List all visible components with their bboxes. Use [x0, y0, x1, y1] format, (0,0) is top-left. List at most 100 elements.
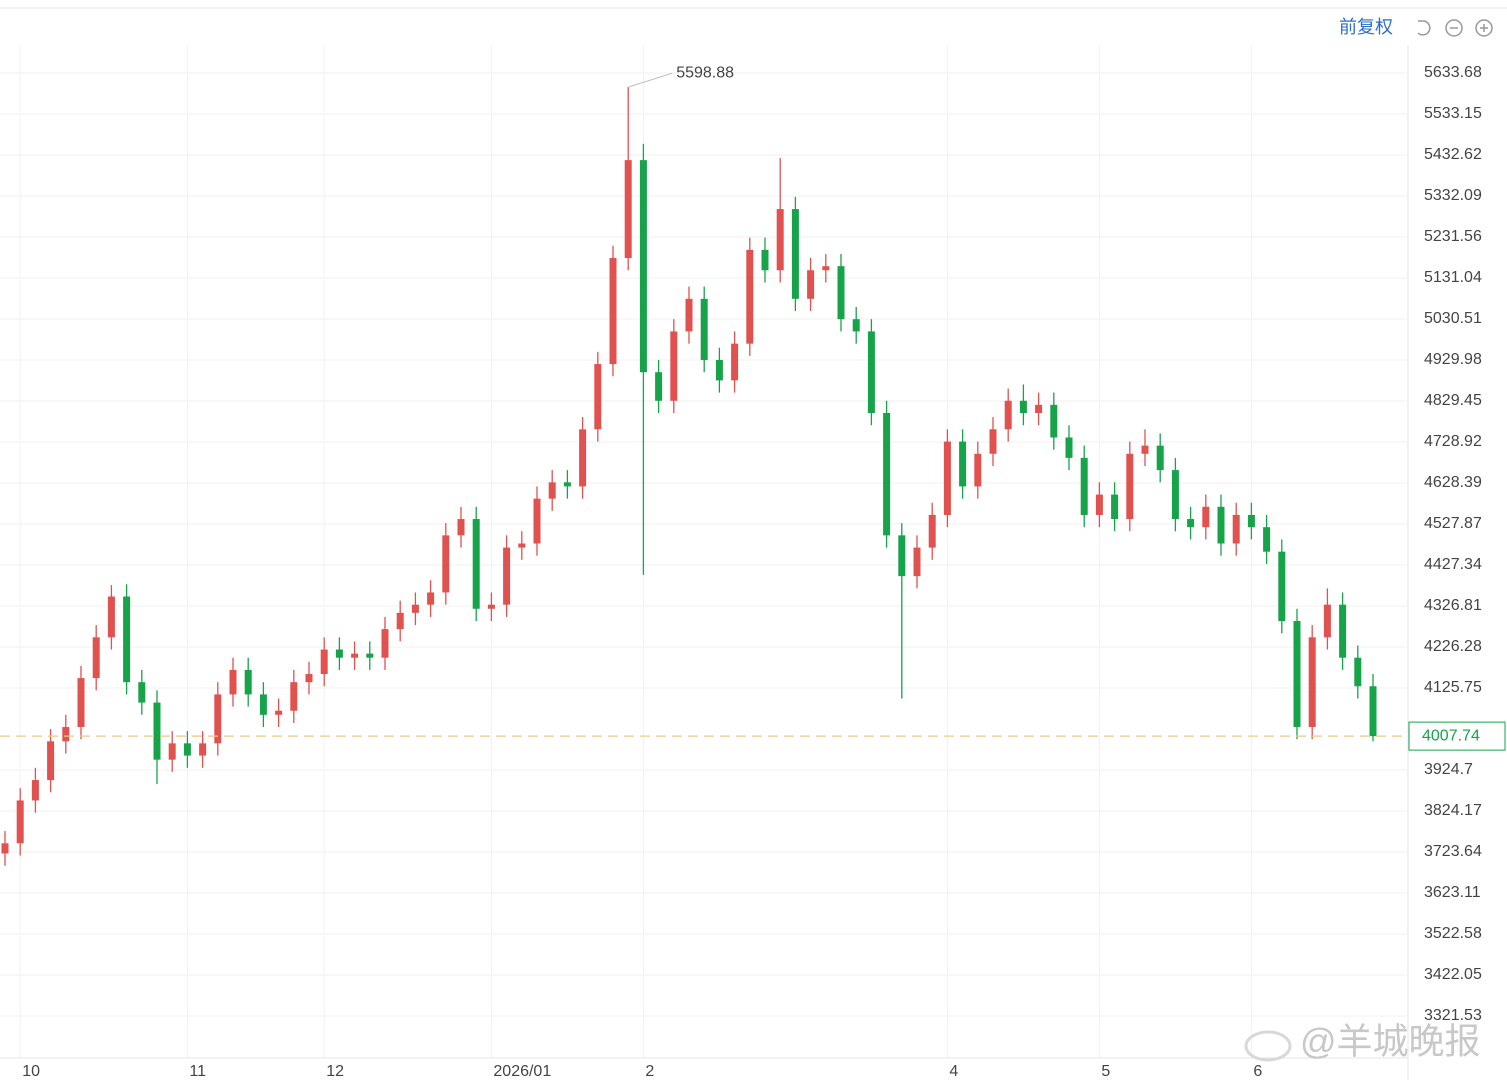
y-tick-label: 4829.45: [1424, 392, 1482, 409]
y-tick-label: 4929.98: [1424, 351, 1482, 368]
y-tick-label: 5231.56: [1424, 228, 1482, 245]
x-tick-label: 2026/01: [493, 1063, 551, 1080]
candle-body: [16, 800, 24, 844]
candle-body: [1141, 445, 1149, 454]
candle-body: [1247, 514, 1255, 528]
y-tick-label: 3924.7: [1424, 761, 1473, 778]
candle-body: [700, 298, 708, 360]
y-tick-label: 5533.15: [1424, 105, 1482, 122]
candle-body: [1050, 404, 1058, 438]
candle-body: [411, 604, 419, 613]
candle-body: [685, 298, 693, 332]
candle-body: [123, 596, 131, 683]
candle-body: [776, 209, 784, 271]
candle-body: [351, 653, 359, 658]
labels: 5633.68 5533.15 5432.62 5332.09 5231.56 5131.…: [0, 64, 1506, 1080]
y-tick-label: 3522.58: [1424, 925, 1482, 942]
grid: [0, 45, 1408, 1058]
candle-body: [1293, 620, 1301, 728]
candle-body: [1263, 527, 1271, 552]
candle-body: [320, 649, 328, 675]
candle-body: [867, 331, 875, 413]
adjust-button[interactable]: 前复权: [1339, 17, 1393, 37]
y-tick-label: 3623.11: [1424, 884, 1481, 901]
candle-body: [47, 741, 55, 781]
last-price-box: [1408, 721, 1506, 751]
candle-body: [791, 209, 799, 299]
candle-body: [1, 843, 9, 854]
x-tick-label: 10: [22, 1063, 40, 1080]
candle-body: [396, 612, 404, 630]
undo-shape: [1417, 20, 1431, 36]
candle-body: [1217, 506, 1225, 544]
candle-body: [153, 702, 161, 760]
candle-body: [31, 780, 39, 801]
y-tick-label: 3422.05: [1424, 966, 1482, 983]
candle-body: [335, 649, 343, 658]
candle-body: [715, 359, 723, 381]
candle-body: [852, 319, 860, 332]
x-tick-label: 12: [326, 1063, 344, 1080]
candle-body: [518, 543, 526, 548]
y-tick-label: 4125.75: [1424, 679, 1482, 696]
candle-body: [928, 514, 936, 548]
candle-body: [1126, 453, 1134, 520]
y-tick-label: 5432.62: [1424, 146, 1482, 163]
zoom-in-icon[interactable]: [1475, 19, 1493, 37]
last-price-label: 4007.74: [1422, 727, 1480, 744]
candle-body: [822, 266, 830, 271]
candle-body: [427, 592, 435, 605]
candle-body: [594, 364, 602, 430]
candle-body: [1156, 445, 1164, 471]
candle-body: [974, 453, 982, 487]
y-tick-label: 4226.28: [1424, 638, 1482, 655]
candle-body: [472, 519, 480, 609]
candle-body: [229, 669, 237, 695]
candle-body: [183, 743, 191, 756]
candle-body: [214, 694, 222, 744]
candle-body: [1019, 400, 1027, 413]
max-label: 5598.88: [676, 64, 734, 81]
candle-body: [639, 160, 647, 373]
candle-body: [837, 266, 845, 320]
candle-body: [959, 441, 967, 487]
zoom-out-icon[interactable]: [1445, 19, 1463, 37]
y-tick-label: 4728.92: [1424, 433, 1482, 450]
candle-body: [503, 547, 511, 605]
candle-body: [898, 535, 906, 577]
candle-body: [746, 249, 754, 344]
candle-body: [807, 270, 815, 299]
candle-body: [563, 482, 571, 487]
candle-body: [943, 441, 951, 515]
candle-body: [77, 678, 85, 728]
candle-body: [624, 160, 632, 259]
candle-body: [731, 343, 739, 381]
candle-body: [305, 674, 313, 683]
candle-body: [107, 596, 115, 638]
candle-body: [1035, 404, 1043, 413]
candle-body: [487, 604, 495, 609]
y-tick-label: 3824.17: [1424, 802, 1482, 819]
candle-body: [290, 682, 298, 711]
candle-body: [548, 482, 556, 499]
candle-body: [1171, 470, 1179, 520]
candles: [1, 87, 1377, 866]
y-tick-label: 4427.34: [1424, 556, 1482, 573]
x-tick-label: 5: [1101, 1063, 1110, 1080]
candle-body: [1065, 437, 1073, 458]
candle-body: [655, 372, 663, 401]
zoom-out-circle: [1445, 19, 1463, 37]
candle-body: [670, 331, 678, 401]
y-tick-label: 5030.51: [1424, 310, 1482, 327]
candle-body: [533, 498, 541, 544]
candle-body: [609, 258, 617, 365]
candle-body: [1354, 657, 1362, 687]
undo-icon[interactable]: [1417, 20, 1431, 36]
x-tick-label: 2: [645, 1063, 654, 1080]
x-tick-label: 6: [1253, 1063, 1262, 1080]
candle-body: [457, 519, 465, 536]
x-tick-label: 4: [949, 1063, 958, 1080]
